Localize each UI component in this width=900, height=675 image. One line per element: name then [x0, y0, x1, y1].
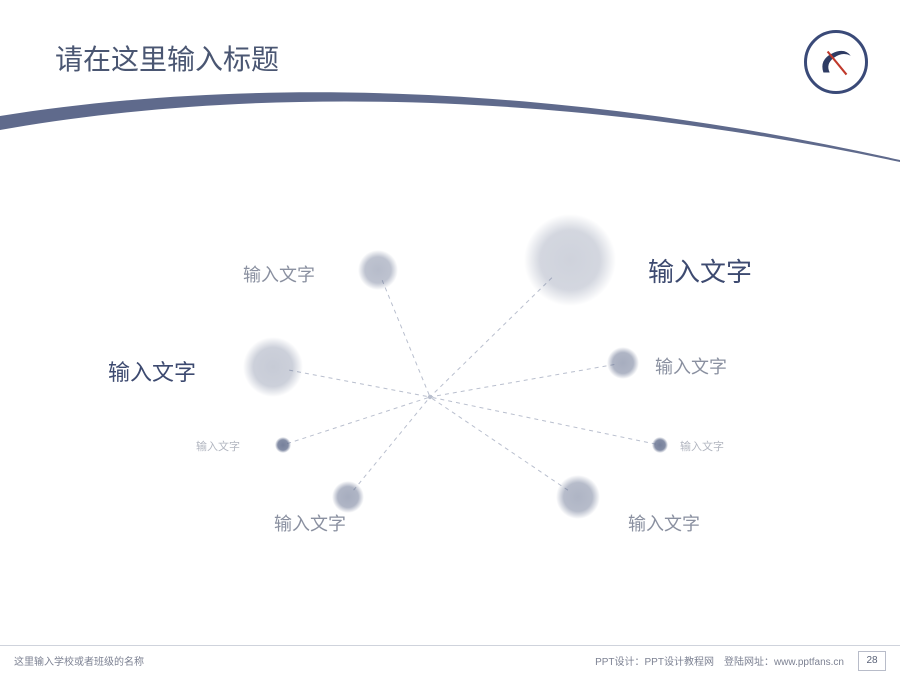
school-logo [804, 30, 868, 94]
diagram-node [524, 214, 616, 306]
diagram-node [358, 250, 398, 290]
footer: 这里输入学校或者班级的名称 PPT设计：PPT设计教程网 登陆网址：www.pp… [0, 645, 900, 675]
footer-left: 这里输入学校或者班级的名称 [14, 652, 144, 670]
slide-title-text: 请在这里输入标题 [55, 44, 279, 75]
diagram-edge [430, 365, 614, 397]
diagram-center [428, 395, 432, 399]
footer-right-text: PPT设计：PPT设计教程网 登陆网址：www.pptfans.cn [595, 657, 844, 668]
diagram-node-label[interactable]: 输入文字 [108, 355, 196, 387]
diagram-edge [430, 278, 552, 397]
footer-right: PPT设计：PPT设计教程网 登陆网址：www.pptfans.cn [144, 652, 852, 670]
slide-title[interactable]: 请在这里输入标题 [55, 38, 279, 78]
diagram-edge [287, 397, 430, 444]
diagram-node-label[interactable]: 输入文字 [243, 261, 315, 287]
diagram-node [556, 475, 600, 519]
header-swoosh [0, 82, 900, 172]
diagram-node [652, 437, 668, 453]
slide: 请在这里输入标题 输入文字输入文字输入文字输入文字输入文字输入文字输入文字输入文… [0, 0, 900, 675]
diagram-node [275, 437, 291, 453]
diagram-node [243, 337, 303, 397]
diagram-node-label[interactable]: 输入文字 [196, 438, 240, 454]
page-number: 28 [866, 655, 877, 666]
radial-diagram [0, 0, 900, 675]
page-number-box: 28 [858, 651, 886, 671]
diagram-node-label[interactable]: 输入文字 [648, 252, 752, 289]
diagram-node-label[interactable]: 输入文字 [680, 438, 724, 454]
logo-mark-icon [815, 41, 857, 83]
diagram-node [332, 481, 364, 513]
footer-left-text: 这里输入学校或者班级的名称 [14, 657, 144, 668]
diagram-edge [382, 280, 430, 397]
diagram-edge [354, 397, 430, 490]
diagram-node [607, 347, 639, 379]
diagram-edge [430, 397, 656, 444]
diagram-node-label[interactable]: 输入文字 [628, 510, 700, 536]
diagram-edge [289, 370, 430, 397]
diagram-edge [430, 397, 568, 490]
diagram-node-label[interactable]: 输入文字 [655, 353, 727, 379]
diagram-node-label[interactable]: 输入文字 [274, 510, 346, 536]
